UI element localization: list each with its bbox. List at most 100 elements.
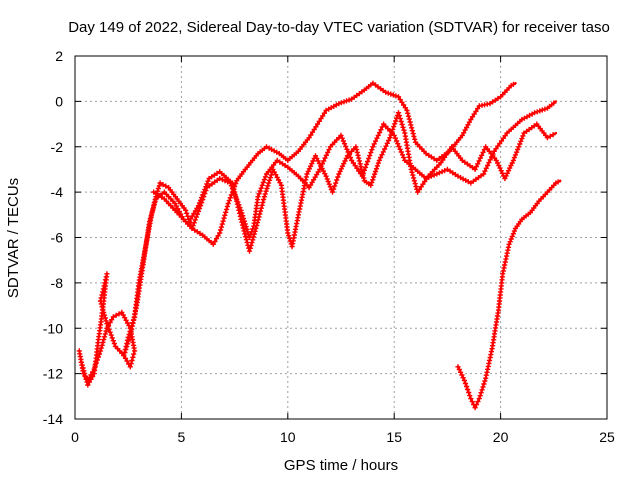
data-point [456,365,460,368]
data-point [388,136,392,139]
data-point [324,175,328,178]
data-point [397,95,400,99]
y-axis-label: SDTVAR / TECUs [5,178,22,298]
data-point [546,107,549,110]
series-track-3 [151,110,558,254]
data-point [339,134,343,137]
data-point [248,236,251,239]
data-point [154,197,158,201]
data-point [307,136,311,139]
data-point [382,122,385,126]
data-point [493,150,496,153]
data-point [490,347,494,350]
data-point [105,272,109,275]
data-point [350,97,353,101]
data-point [331,190,334,194]
data-point [403,159,406,162]
data-point [503,177,507,180]
x-tick-label: 25 [599,429,615,445]
data-point [478,397,481,400]
series-track-4 [455,179,562,411]
data-point [469,397,472,400]
series-track-2 [78,100,558,388]
data-point [529,211,532,214]
data-point [463,379,466,382]
data-point [148,220,151,223]
data-point [405,109,409,112]
data-point [297,150,300,153]
data-point [163,190,166,194]
data-point [499,95,502,99]
data-series [76,80,562,411]
x-tick-label: 5 [178,429,186,445]
data-point [175,197,179,201]
data-point [329,145,332,148]
data-point [227,202,230,205]
data-point [522,131,526,135]
data-point [197,204,200,207]
data-point [488,102,492,105]
data-point [414,141,417,144]
data-point [286,159,289,162]
y-tick-label: -14 [43,411,63,427]
x-tick-label: 0 [71,429,79,445]
data-point [461,134,464,137]
data-point [378,159,381,162]
data-point [363,88,366,92]
y-tick-label: -6 [51,230,64,246]
y-tick-label: -2 [51,139,64,155]
data-point [371,82,375,85]
data-point [354,145,358,148]
data-point [554,181,558,185]
chart-title: Day 149 of 2022, Sidereal Day-to-day VTE… [68,19,610,36]
data-point [286,231,289,235]
data-point [248,249,251,253]
data-point [265,145,268,148]
data-point [276,159,279,162]
data-point [397,111,400,114]
data-point [482,172,485,176]
data-point [135,304,138,307]
data-point [290,245,294,248]
data-point [152,190,155,194]
data-point [424,152,428,155]
data-point [350,159,353,162]
data-point [484,377,487,380]
data-point [175,211,179,214]
data-point [218,177,221,180]
data-point [201,234,204,237]
data-point [218,170,221,173]
data-point [478,104,481,108]
data-point [501,272,504,275]
data-point [439,161,443,164]
data-point [305,172,309,176]
data-point [239,218,243,221]
data-point [314,154,317,157]
data-point [86,383,90,387]
data-point [403,131,406,135]
y-tick-label: -4 [51,184,64,200]
data-point [158,181,162,185]
data-point [324,109,328,112]
data-point [271,168,275,171]
data-point [78,349,81,353]
data-point [186,222,189,226]
y-tick-label: -8 [51,275,64,291]
data-point [450,145,453,148]
data-point [554,131,558,135]
data-point [497,308,500,312]
data-point [129,365,132,368]
data-point [514,82,517,85]
data-point [244,168,247,171]
data-point [414,168,417,171]
data-point [461,159,464,162]
data-point [218,231,221,235]
data-point [520,118,524,121]
data-point [456,175,460,178]
data-point [446,168,449,171]
y-tick-label: -10 [43,320,63,336]
data-point [263,195,266,198]
data-point [520,218,524,221]
data-point [384,91,387,94]
